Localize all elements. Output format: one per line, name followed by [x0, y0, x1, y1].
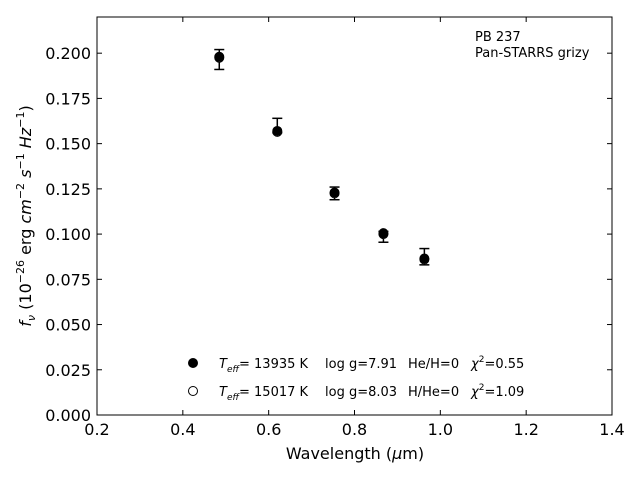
y-tick-label: 0.150	[45, 135, 91, 154]
legend-marker-open	[188, 386, 198, 396]
y-tick-label: 0.025	[45, 361, 91, 380]
model-point-filled	[214, 51, 225, 62]
y-tick-label: 0.200	[45, 44, 91, 63]
x-axis-label: Wavelength (μm)	[286, 444, 424, 463]
y-tick-label: 0.125	[45, 180, 91, 199]
legend-entry-2-logg: log g=8.03	[325, 385, 397, 400]
data-points	[214, 51, 430, 265]
x-tick-label: 0.8	[342, 420, 367, 439]
annotation-object-name: PB 237	[475, 30, 521, 45]
legend-entry-2-comp: H/He=0	[408, 385, 459, 400]
model-point-filled	[419, 253, 430, 264]
legend-entry-1-chi2: χ2=0.55	[470, 355, 524, 372]
x-tick-label: 0.6	[256, 420, 281, 439]
y-tick-label: 0.000	[45, 406, 91, 425]
y-tick-label: 0.175	[45, 89, 91, 108]
legend-marker-filled	[188, 358, 198, 368]
y-axis-label: fν (10−26 erg cm−2 s−1 Hz−1)	[14, 105, 38, 326]
x-tick-label: 1.0	[428, 420, 453, 439]
legend-entry-1-logg: log g=7.91	[325, 357, 397, 372]
legend-entry-1: Teff= 13935 K	[219, 357, 309, 375]
x-tick-label: 0.2	[84, 420, 109, 439]
y-tick-label: 0.050	[45, 316, 91, 335]
x-axis-ticks: 0.2 0.4 0.6 0.8 1.0 1.2 1.4	[84, 17, 625, 439]
x-tick-label: 0.4	[170, 420, 195, 439]
legend-entry-2-chi2: χ2=1.09	[470, 383, 524, 400]
legend-entry-1-comp: He/H=0	[408, 357, 459, 372]
x-tick-label: 1.4	[599, 420, 624, 439]
model-point-filled	[329, 187, 340, 198]
y-tick-label: 0.075	[45, 270, 91, 289]
model-point-filled	[272, 125, 283, 136]
x-tick-label: 1.2	[513, 420, 538, 439]
y-axis-ticks: 0.000 0.025 0.050 0.075 0.100 0.125 0.150 0.175…	[45, 44, 612, 425]
annotation-survey: Pan-STARRS grizy	[475, 46, 590, 61]
legend: Teff= 13935 K log g=7.91 He/H=0 χ2=0.55 …	[188, 355, 524, 403]
legend-entry-2: Teff= 15017 K	[219, 385, 309, 403]
y-tick-label: 0.100	[45, 225, 91, 244]
model-point-filled	[378, 228, 389, 239]
